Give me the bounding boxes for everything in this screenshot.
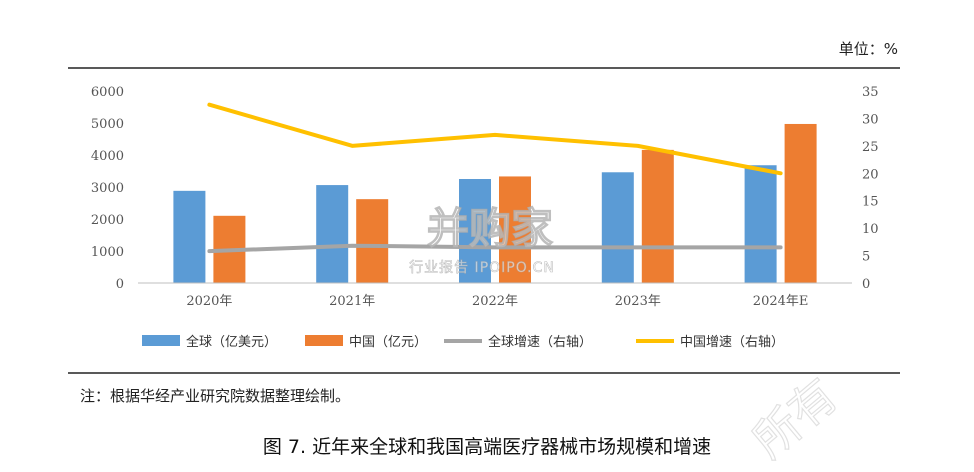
y-right-tick-label: 30: [862, 112, 879, 127]
line-china-growth: [207, 102, 783, 176]
unit-label: 单位：%: [839, 40, 898, 58]
bar-global: [459, 179, 491, 283]
line-global-growth: [207, 243, 783, 254]
legend-swatch: [305, 335, 343, 346]
legend-label: 中国（亿元）: [349, 335, 427, 350]
x-tick-label: 2024年E: [753, 294, 809, 309]
y-right-tick-label: 20: [862, 167, 879, 182]
y-left-tick-label: 2000: [91, 213, 124, 228]
y-left-tick-label: 3000: [91, 181, 124, 196]
y-right-tick-label: 5: [862, 250, 870, 265]
watermark-sub: 行业报告 IPOIPO.CN: [409, 260, 555, 276]
y-left-tick-label: 4000: [91, 149, 124, 164]
y-left-tick-label: 6000: [91, 85, 124, 100]
x-tick-label: 2020年: [186, 294, 232, 309]
legend-label: 全球增速（右轴）: [488, 334, 592, 350]
legend-item-china: 中国（亿元）: [305, 335, 427, 350]
bar-china: [499, 176, 531, 283]
figure-caption: 图 7. 近年来全球和我国高端医疗器械市场规模和增速: [263, 436, 711, 458]
y-right-tick-label: 10: [862, 222, 879, 237]
bar-global: [316, 185, 349, 283]
y-right-tick-label: 35: [862, 85, 879, 100]
x-tick-label: 2023年: [615, 294, 661, 309]
watermark-corner: 所有: [742, 368, 847, 469]
y-left-tick-label: 5000: [91, 117, 124, 132]
bar-global: [744, 165, 777, 283]
y-left-tick-label: 1000: [91, 245, 124, 260]
plot-area: 0 1000 2000 3000 4000 5000 6000 0 5 10 15 20 25 30 35 2…: [91, 85, 879, 309]
y-right-tick-label: 25: [862, 140, 879, 155]
bar-china: [641, 149, 674, 283]
y-right-tick-label: 15: [862, 195, 879, 210]
legend-swatch: [142, 335, 180, 346]
watermark-main: 并购家: [427, 204, 553, 253]
bar-china: [784, 123, 817, 284]
legend-item-global-growth: 全球增速（右轴）: [444, 334, 592, 350]
source-note: 注：根据华经产业研究院数据整理绘制。: [80, 387, 350, 405]
legend-item-china-growth: 中国增速（右轴）: [636, 335, 784, 350]
y-left-tick-label: 0: [116, 277, 124, 292]
legend: 全球（亿美元） 中国（亿元） 全球增速（右轴） 中国增速（右轴）: [142, 334, 784, 350]
legend-item-global: 全球（亿美元）: [142, 334, 277, 350]
bar-global: [173, 190, 206, 283]
legend-label: 全球（亿美元）: [186, 334, 277, 350]
x-tick-label: 2021年: [329, 294, 375, 309]
bar-global: [601, 172, 634, 283]
y-right-tick-label: 0: [862, 277, 870, 292]
bar-china: [356, 199, 389, 283]
x-tick-label: 2022年: [472, 294, 518, 309]
legend-label: 中国增速（右轴）: [680, 335, 784, 350]
